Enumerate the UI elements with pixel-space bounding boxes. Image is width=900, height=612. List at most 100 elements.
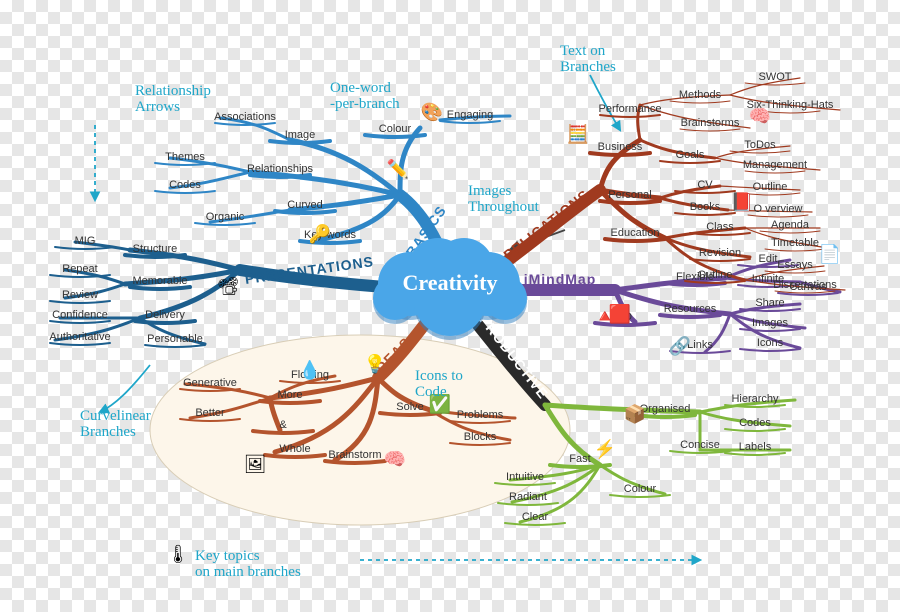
folder-cube-icon: 📦 <box>624 403 646 424</box>
branch-underline <box>155 163 215 165</box>
branch-label: Organic <box>206 211 245 223</box>
branch-label: Organised <box>640 403 691 415</box>
branch-underline <box>505 523 565 525</box>
branch-underline <box>610 495 670 497</box>
branch-underline <box>600 115 660 117</box>
branch-label: Books <box>690 201 721 213</box>
annotation-text: One-word <box>330 80 391 96</box>
branch-underline <box>590 153 650 155</box>
branch-label: Brainstorms <box>681 117 740 129</box>
guide-arrow <box>100 365 150 412</box>
branch-label: Hierarchy <box>731 393 779 405</box>
branch-underline <box>675 191 735 193</box>
branch-underline <box>740 309 800 311</box>
annotation-text: Relationship <box>135 83 211 99</box>
branch-underline <box>145 345 205 347</box>
branch-label: Resources <box>664 303 717 315</box>
branch-label: Whole <box>279 443 310 455</box>
branch-label: Better <box>195 407 225 419</box>
branch-underline <box>725 429 785 431</box>
branch-underline <box>745 83 805 85</box>
key-icon: 🔑 <box>309 223 331 245</box>
branch-label: Delivery <box>145 309 185 321</box>
temp-icon: 🌡 <box>167 544 190 564</box>
branch-label: Intuitive <box>506 471 544 483</box>
branch-label: Themes <box>165 151 205 163</box>
branch-label: Goals <box>676 149 705 161</box>
bulb-icon: 💡 <box>364 353 386 374</box>
branch-underline <box>690 259 750 261</box>
annotation-text: Key topics <box>195 548 260 564</box>
annotation-text: Throughout <box>468 199 540 215</box>
branch-underline <box>670 101 730 103</box>
branch-label: Images <box>752 317 789 329</box>
branch-label: Review <box>62 289 98 301</box>
branch-underline <box>50 343 110 345</box>
palette-icon: 🎨 <box>421 101 443 122</box>
branch-underline <box>660 315 720 317</box>
branch-underline <box>760 231 820 233</box>
branch-underline <box>325 461 385 463</box>
branch-label: Icons <box>757 337 784 349</box>
branch-underline <box>745 171 805 173</box>
branch-label: Problems <box>457 409 504 421</box>
brain-icon: 🧠 <box>384 449 406 469</box>
annotation-text: Curvelinear <box>80 408 151 424</box>
branch-label: Blocks <box>464 431 497 443</box>
annotation-text: Branches <box>560 59 616 75</box>
mindmap-canvas: BASICSColourEngagingImageAssociationsRel… <box>0 0 900 612</box>
branch-label: Associations <box>214 111 276 123</box>
branch-label: SWOT <box>759 71 792 83</box>
branch-label: Outline <box>753 181 788 193</box>
branch-label: Education <box>611 227 660 239</box>
branch-label: Management <box>743 159 807 171</box>
branch-underline <box>765 249 825 251</box>
branch-underline <box>265 455 325 457</box>
branch-label: Brainstorm <box>328 449 381 461</box>
branch-underline <box>680 129 740 131</box>
branch-label: ToDos <box>744 139 776 151</box>
branch-label: Methods <box>679 89 722 101</box>
branch-underline <box>155 191 215 193</box>
branch-underline <box>440 121 500 123</box>
branch-label: Revision <box>699 247 741 259</box>
branch-label: Outline <box>698 269 733 281</box>
branch-underline <box>690 233 750 235</box>
annotation-text: Code <box>415 384 447 400</box>
branch-label: Fast <box>569 453 590 465</box>
branch-label: MIG <box>75 235 96 247</box>
branch-underline <box>50 275 110 277</box>
branch-label: Colour <box>624 483 657 495</box>
annotation-text: Text on <box>560 43 606 59</box>
annotation-text: Icons to <box>415 368 463 384</box>
branch-label: Engaging <box>447 109 494 121</box>
branch-label: Codes <box>739 417 771 429</box>
brain2-icon: 🧠 <box>749 106 771 126</box>
branch-underline <box>270 141 330 143</box>
branch-label: Confidence <box>52 309 108 321</box>
branch-underline <box>675 213 735 215</box>
annotation-text: Branches <box>80 424 136 440</box>
presentation-board-icon: 📽 <box>217 276 240 296</box>
branch-underline <box>50 321 110 323</box>
picture-icon: 🖼 <box>244 454 267 474</box>
branch-label: Image <box>285 129 316 141</box>
notes-icon: 📄 <box>819 243 841 264</box>
branch-label: Class <box>706 221 734 233</box>
branch-underline <box>748 215 808 217</box>
branch-label: Clear <box>522 511 549 523</box>
branch-label: Curved <box>287 199 322 211</box>
branch-label: Memorable <box>132 275 187 287</box>
branch-label: Performance <box>599 103 662 115</box>
branch-label: & <box>279 419 287 431</box>
branch-underline <box>365 135 425 137</box>
branch-label: Essays <box>777 259 813 271</box>
calculator-icon: 🧮 <box>567 123 589 144</box>
branch-underline <box>195 223 255 225</box>
branch-underline <box>498 503 558 505</box>
branch-label: Personal <box>608 189 651 201</box>
branch-label: Dissertations <box>773 279 837 291</box>
annotation-text: Arrows <box>135 99 180 115</box>
branch-label: Labels <box>739 441 772 453</box>
book-icon: 📕 <box>731 192 753 212</box>
